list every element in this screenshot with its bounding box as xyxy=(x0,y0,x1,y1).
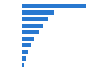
Bar xyxy=(22,17,48,21)
Bar xyxy=(22,63,24,67)
Bar xyxy=(22,4,86,8)
Bar xyxy=(22,10,54,15)
Bar xyxy=(22,30,39,34)
Bar xyxy=(22,43,31,47)
Bar xyxy=(22,24,43,28)
Bar xyxy=(22,56,26,60)
Bar xyxy=(22,50,28,54)
Bar xyxy=(22,37,34,41)
